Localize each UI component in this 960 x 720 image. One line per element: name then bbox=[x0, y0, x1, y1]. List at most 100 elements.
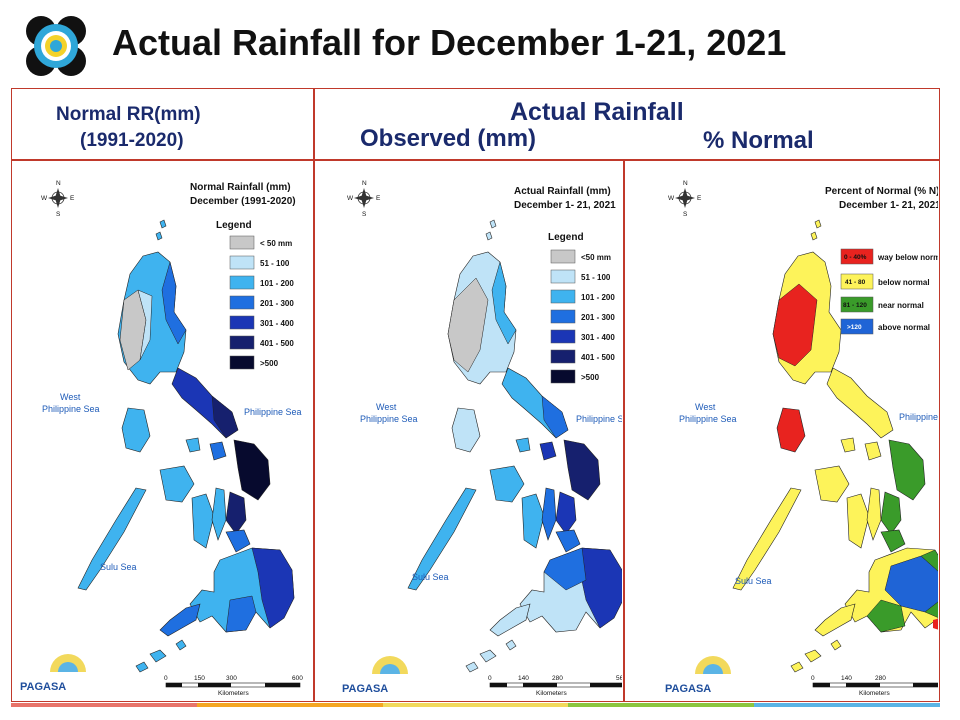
svg-text:0: 0 bbox=[164, 675, 168, 682]
band-segment bbox=[754, 703, 940, 707]
svg-text:West: West bbox=[695, 402, 716, 412]
compass-w: W bbox=[41, 195, 48, 202]
pagasa-logo bbox=[26, 16, 86, 76]
svg-text:Philippine Sea: Philippine Sea bbox=[360, 414, 418, 424]
legend-item: 101 - 200 bbox=[581, 293, 615, 302]
svg-text:Philippine Sea: Philippine Sea bbox=[576, 414, 622, 424]
svg-text:Philippine Sea: Philippine Sea bbox=[899, 412, 938, 422]
legend-item: >500 bbox=[581, 373, 600, 382]
compass-rose-icon: N S E W bbox=[347, 180, 381, 218]
content-frame bbox=[11, 88, 940, 702]
normal-rainfall-map: N S E W Normal Rainfall (mm) December (1… bbox=[13, 164, 312, 698]
band-segment bbox=[382, 703, 569, 707]
legend-item: above normal bbox=[878, 323, 930, 332]
svg-text:E: E bbox=[376, 195, 381, 202]
svg-text:S: S bbox=[683, 211, 688, 218]
svg-text:PAGASA: PAGASA bbox=[20, 681, 66, 693]
map-title-line1: Actual Rainfall (mm) bbox=[514, 186, 611, 197]
compass-rose-icon: N S E W bbox=[41, 180, 75, 218]
svg-text:0 - 40%: 0 - 40% bbox=[844, 254, 867, 261]
svg-text:280: 280 bbox=[875, 675, 886, 682]
legend-item: 401 - 500 bbox=[260, 339, 294, 348]
normal-period-label: (1991-2020) bbox=[80, 130, 184, 151]
legend-item: near normal bbox=[878, 301, 924, 310]
svg-text:41 - 80: 41 - 80 bbox=[845, 279, 866, 286]
svg-text:PAGASA: PAGASA bbox=[665, 683, 711, 695]
scale-bar: 0 140 280 560 Kilometers bbox=[488, 675, 622, 697]
compass-n: N bbox=[56, 180, 61, 187]
legend-item: >500 bbox=[260, 359, 279, 368]
map-title-line1: Percent of Normal (% N) bbox=[825, 186, 938, 197]
observed-label: Observed (mm) bbox=[360, 125, 537, 152]
legend-item: 401 - 500 bbox=[581, 353, 615, 362]
legend-item: 51 - 100 bbox=[581, 273, 611, 282]
svg-text:E: E bbox=[697, 195, 702, 202]
legend-item: < 50 mm bbox=[260, 239, 292, 248]
percent-normal-map: N S E W Percent of Normal (% N) December… bbox=[625, 164, 938, 698]
svg-text:0: 0 bbox=[488, 675, 492, 682]
legend-item: 201 - 300 bbox=[581, 313, 615, 322]
svg-text:Philippine Sea: Philippine Sea bbox=[679, 414, 737, 424]
east-sea-label: Philippine Sea bbox=[244, 407, 302, 417]
legend-item: way below normal bbox=[877, 253, 938, 262]
svg-text:300: 300 bbox=[226, 675, 237, 682]
map-title-line1: Normal Rainfall (mm) bbox=[190, 182, 291, 193]
svg-text:S: S bbox=[362, 211, 367, 218]
legend-item: 101 - 200 bbox=[260, 279, 294, 288]
compass-s: S bbox=[56, 211, 61, 218]
svg-text:N: N bbox=[683, 180, 688, 187]
svg-text:81 - 120: 81 - 120 bbox=[843, 302, 867, 309]
svg-text:West: West bbox=[376, 402, 397, 412]
band-segment bbox=[11, 703, 197, 707]
svg-text:PAGASA: PAGASA bbox=[342, 683, 388, 695]
compass-rose-icon: N S E W bbox=[668, 180, 702, 218]
column-divider bbox=[313, 88, 315, 702]
map-title-line2: December (1991-2020) bbox=[190, 196, 296, 207]
legend-title: Legend bbox=[216, 220, 252, 231]
legend-item: <50 mm bbox=[581, 253, 611, 262]
normal-rr-label: Normal RR(mm) bbox=[56, 104, 201, 125]
legend-title: Legend bbox=[548, 232, 584, 243]
page-title: Actual Rainfall for December 1-21, 2021 bbox=[112, 22, 787, 63]
svg-text:0: 0 bbox=[811, 675, 815, 682]
legend: <50 mm 51 - 100 101 - 200 201 - 300 301 … bbox=[550, 249, 615, 384]
actual-rainfall-label: Actual Rainfall bbox=[510, 98, 684, 126]
percent-normal-label: % Normal bbox=[703, 127, 814, 154]
south-sea-label: Sulu Sea bbox=[100, 562, 137, 572]
map-title-line2: December 1- 21, 2021 bbox=[839, 200, 938, 211]
svg-text:280: 280 bbox=[552, 675, 563, 682]
svg-text:Sulu Sea: Sulu Sea bbox=[735, 576, 772, 586]
map-title-line2: December 1- 21, 2021 bbox=[514, 200, 616, 211]
compass-e: E bbox=[70, 195, 75, 202]
svg-text:600: 600 bbox=[292, 675, 303, 682]
pagasa-footer-logo: PAGASA bbox=[665, 656, 731, 695]
svg-text:560: 560 bbox=[616, 675, 622, 682]
scale-bar: 0 150 300 600 Kilometers bbox=[164, 675, 303, 697]
legend-item: 201 - 300 bbox=[260, 299, 294, 308]
svg-text:W: W bbox=[347, 195, 354, 202]
svg-text:Kilometers: Kilometers bbox=[218, 690, 249, 697]
west-sea-label: West bbox=[60, 392, 81, 402]
svg-text:Sulu Sea: Sulu Sea bbox=[412, 572, 449, 582]
svg-text:140: 140 bbox=[518, 675, 529, 682]
scale-bar: 0 140 280 560 Kilometers bbox=[811, 675, 938, 697]
footer-color-band bbox=[11, 703, 940, 707]
legend-item: 301 - 400 bbox=[581, 333, 615, 342]
legend-item: 51 - 100 bbox=[260, 259, 290, 268]
column-divider bbox=[623, 159, 625, 702]
svg-text:140: 140 bbox=[841, 675, 852, 682]
legend-item: below normal bbox=[878, 278, 930, 287]
svg-text:W: W bbox=[668, 195, 675, 202]
pagasa-footer-logo: PAGASA bbox=[20, 654, 86, 693]
svg-text:Kilometers: Kilometers bbox=[859, 690, 890, 697]
header-divider bbox=[11, 159, 940, 161]
band-segment bbox=[568, 703, 755, 707]
svg-text:150: 150 bbox=[194, 675, 205, 682]
svg-text:N: N bbox=[362, 180, 367, 187]
observed-rainfall-map: N S E W Actual Rainfall (mm) December 1-… bbox=[315, 164, 622, 698]
legend-item: 301 - 400 bbox=[260, 319, 294, 328]
band-segment bbox=[196, 703, 383, 707]
svg-text:>120: >120 bbox=[847, 324, 862, 331]
svg-text:Kilometers: Kilometers bbox=[536, 690, 567, 697]
legend: 0 - 40% way below normal 41 - 80 below n… bbox=[840, 248, 938, 335]
